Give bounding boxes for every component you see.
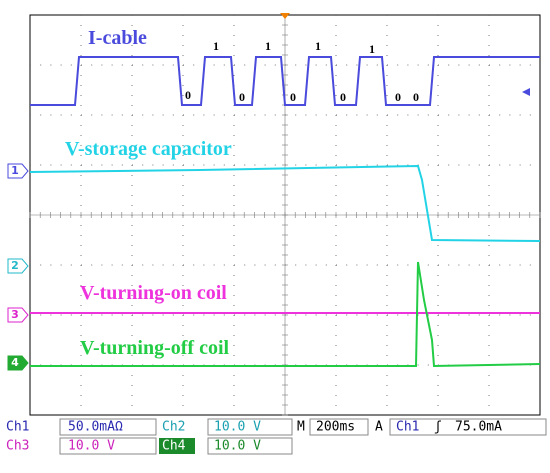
status-box	[59, 437, 157, 455]
bit-label: 0	[395, 90, 401, 104]
channel-marker-text: 4	[11, 356, 19, 369]
channel-marker: 3	[7, 307, 29, 323]
trigger-position-marker	[280, 13, 290, 19]
channel-marker: 4	[7, 355, 29, 371]
status-text: ʃ	[434, 420, 442, 435]
status-box	[309, 418, 369, 436]
status-text: 75.0mA	[455, 420, 502, 435]
bit-label: 0	[239, 90, 245, 104]
channel-marker-text: 1	[11, 164, 19, 177]
status-text: 50.0mAΩ	[68, 420, 123, 435]
status-text: Ch3	[6, 439, 29, 454]
bit-label: 1	[369, 42, 375, 56]
v-turning-off-trace	[30, 261, 541, 368]
ch1-ref-arrow	[522, 88, 530, 96]
bit-label: 1	[315, 39, 321, 53]
status-text: 10.0 V	[214, 420, 261, 435]
channel-marker-text: 3	[11, 308, 19, 321]
status-bar: Ch1 50.0mAΩ Ch2 10.0 V M 200ms A Ch1 ʃ 7…	[6, 418, 547, 455]
status-box	[59, 418, 157, 436]
trace-label: V-storage capacitor	[65, 138, 232, 160]
bit-label: 0	[185, 88, 191, 102]
trace-label: V-turning-off coil	[80, 337, 229, 359]
trace-label: I-cable	[88, 27, 147, 49]
channel-marker-text: 2	[11, 259, 19, 272]
status-text: M	[297, 420, 305, 435]
bit-label: 0	[413, 90, 419, 104]
status-text: 200ms	[316, 420, 355, 435]
status-box	[389, 418, 547, 436]
channel-marker: 2	[7, 258, 29, 274]
i-cable-trace	[30, 56, 540, 106]
status-text: Ch4	[162, 439, 186, 454]
bit-label: 0	[340, 90, 346, 104]
v-storage-trace	[29, 164, 541, 242]
status-box	[159, 438, 195, 454]
status-text: 10.0 V	[214, 439, 261, 454]
bit-label: 1	[213, 39, 219, 53]
bit-label: 0	[290, 90, 296, 104]
status-text: 10.0 V	[68, 439, 115, 454]
status-text: Ch1	[6, 420, 29, 435]
status-box	[207, 418, 293, 436]
trace-label: V-turning-on coil	[80, 282, 227, 304]
status-text: A	[375, 420, 383, 435]
bit-label: 1	[265, 39, 271, 53]
status-text: Ch1	[396, 420, 419, 435]
status-box	[207, 437, 293, 455]
channel-marker: 1	[7, 163, 29, 179]
status-text: Ch2	[162, 420, 185, 435]
